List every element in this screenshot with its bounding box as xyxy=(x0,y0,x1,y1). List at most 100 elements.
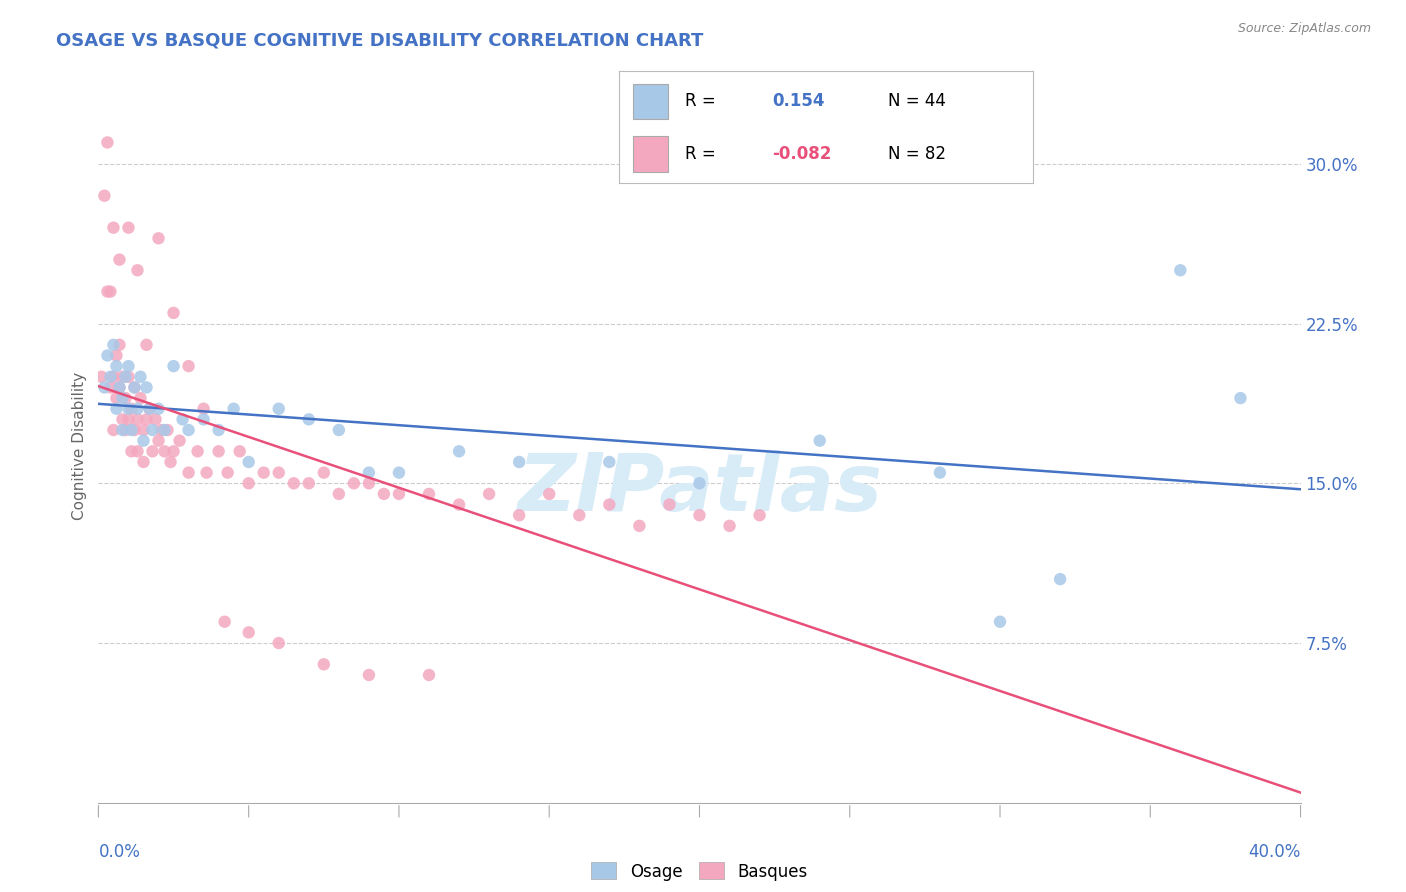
Point xyxy=(105,391,128,405)
Point xyxy=(748,508,770,523)
Point xyxy=(108,338,131,352)
Point xyxy=(90,369,112,384)
FancyBboxPatch shape xyxy=(633,84,668,120)
Point xyxy=(388,487,411,501)
Point xyxy=(418,487,440,501)
Point xyxy=(388,466,411,480)
Text: N = 44: N = 44 xyxy=(889,93,946,111)
Point xyxy=(96,349,118,363)
Point xyxy=(929,466,952,480)
Point xyxy=(162,444,184,458)
Point xyxy=(298,476,321,491)
Point xyxy=(238,476,260,491)
Point xyxy=(418,668,440,682)
Point xyxy=(195,466,218,480)
Point xyxy=(598,455,620,469)
Point xyxy=(208,423,231,437)
Point xyxy=(267,636,290,650)
Point xyxy=(1170,263,1192,277)
Point xyxy=(135,412,157,426)
Point xyxy=(114,391,136,405)
Point xyxy=(138,401,160,416)
Point xyxy=(148,231,170,245)
Point xyxy=(124,380,146,394)
Point xyxy=(688,476,710,491)
Point xyxy=(357,466,380,480)
Text: ZIPatlas: ZIPatlas xyxy=(517,450,882,528)
Point xyxy=(1049,572,1071,586)
Point xyxy=(447,498,470,512)
Point xyxy=(100,285,122,299)
Point xyxy=(177,359,200,373)
Point xyxy=(159,455,181,469)
Point xyxy=(141,423,163,437)
Point xyxy=(96,136,118,150)
Point xyxy=(129,369,152,384)
Point xyxy=(117,220,139,235)
Point xyxy=(193,412,215,426)
Point xyxy=(447,444,470,458)
Point xyxy=(988,615,1011,629)
Point xyxy=(117,369,139,384)
Point xyxy=(238,625,260,640)
Point xyxy=(208,444,231,458)
Point xyxy=(108,380,131,394)
Text: N = 82: N = 82 xyxy=(889,145,946,163)
Point xyxy=(193,401,215,416)
Point xyxy=(108,252,131,267)
Point xyxy=(114,369,136,384)
Text: OSAGE VS BASQUE COGNITIVE DISABILITY CORRELATION CHART: OSAGE VS BASQUE COGNITIVE DISABILITY COR… xyxy=(56,31,703,49)
Point xyxy=(117,412,139,426)
Point xyxy=(228,444,250,458)
Point xyxy=(688,508,710,523)
Point xyxy=(103,338,125,352)
Point xyxy=(283,476,305,491)
Point xyxy=(93,380,115,394)
Point xyxy=(1229,391,1251,405)
Point xyxy=(145,412,167,426)
Point xyxy=(124,423,146,437)
Point xyxy=(111,423,134,437)
Point xyxy=(135,338,157,352)
Point xyxy=(357,476,380,491)
Point xyxy=(103,369,125,384)
Text: R =: R = xyxy=(685,145,716,163)
Point xyxy=(111,391,134,405)
Point xyxy=(568,508,591,523)
Point xyxy=(103,423,125,437)
Point xyxy=(114,423,136,437)
Point xyxy=(108,380,131,394)
Point xyxy=(138,401,160,416)
Point xyxy=(96,285,118,299)
Point xyxy=(373,487,395,501)
Point xyxy=(117,359,139,373)
Point xyxy=(132,434,155,448)
Point xyxy=(312,466,335,480)
Point xyxy=(328,423,350,437)
Point xyxy=(127,444,149,458)
Point xyxy=(162,306,184,320)
Point xyxy=(153,423,176,437)
Point xyxy=(111,412,134,426)
Point xyxy=(508,508,530,523)
Point xyxy=(132,455,155,469)
Point xyxy=(343,476,366,491)
Point xyxy=(628,519,651,533)
Y-axis label: Cognitive Disability: Cognitive Disability xyxy=(72,372,87,520)
Point xyxy=(162,359,184,373)
Legend: Osage, Basques: Osage, Basques xyxy=(585,855,814,888)
Point xyxy=(267,466,290,480)
Point xyxy=(172,412,194,426)
Point xyxy=(177,466,200,480)
Point xyxy=(124,380,146,394)
Text: Source: ZipAtlas.com: Source: ZipAtlas.com xyxy=(1237,22,1371,36)
Point xyxy=(169,434,191,448)
Point xyxy=(111,369,134,384)
Point xyxy=(217,466,239,480)
Point xyxy=(127,263,149,277)
Point xyxy=(177,423,200,437)
Point xyxy=(253,466,276,480)
Point xyxy=(598,498,620,512)
Point xyxy=(121,444,143,458)
Point xyxy=(105,401,128,416)
